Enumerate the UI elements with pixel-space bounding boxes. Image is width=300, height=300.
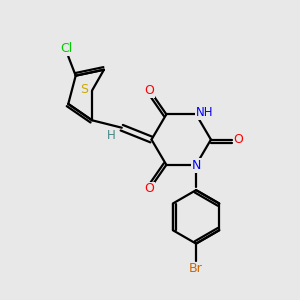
- Text: O: O: [145, 84, 154, 97]
- Text: NH: NH: [196, 106, 213, 119]
- Text: O: O: [233, 133, 243, 146]
- Text: Br: Br: [189, 262, 203, 275]
- Text: O: O: [145, 182, 154, 195]
- Text: N: N: [192, 159, 201, 172]
- Text: S: S: [80, 82, 88, 96]
- Text: Cl: Cl: [60, 42, 72, 56]
- Text: H: H: [107, 129, 116, 142]
